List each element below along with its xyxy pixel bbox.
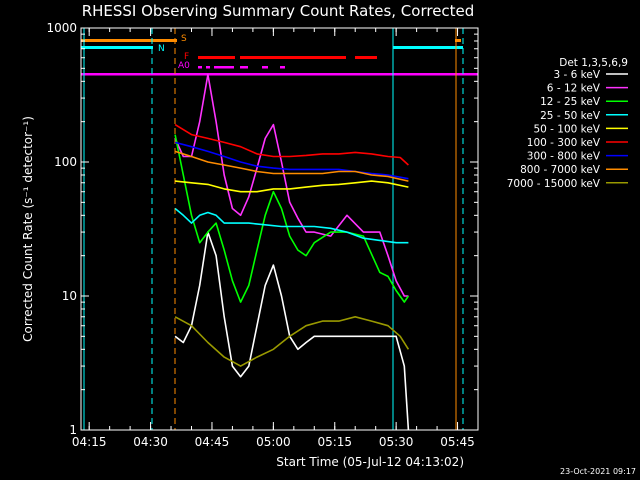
legend-label: 3 - 6 keV xyxy=(553,69,600,81)
timestamp: 23-Oct-2021 09:17 xyxy=(560,467,636,476)
series-line-7 xyxy=(174,150,409,182)
x-tick-label: 05:45 xyxy=(440,435,475,449)
flag-label-saa: S xyxy=(181,34,187,44)
attenuator-flag-bar xyxy=(214,66,234,69)
legend-label: 300 - 800 keV xyxy=(527,151,601,163)
flag-label-night: N xyxy=(158,44,165,54)
series-layer xyxy=(174,73,410,431)
y-axis-ticks: 1 10 100 1000 xyxy=(46,21,478,437)
series-line-4 xyxy=(175,180,409,193)
chart-title: RHESSI Observing Summary Count Rates, Co… xyxy=(82,2,475,20)
attenuator-baseline-bar xyxy=(81,73,478,76)
legend-label: 25 - 50 keV xyxy=(540,110,601,122)
x-tick-label: 05:30 xyxy=(379,435,414,449)
legend-label: 50 - 100 keV xyxy=(533,123,600,135)
y-tick-label: 100 xyxy=(54,155,77,169)
x-tick-label: 05:15 xyxy=(317,435,352,449)
flare-flag-bar xyxy=(240,56,346,59)
flag-label-attenuator: A0 xyxy=(178,61,190,71)
y-tick-label: 10 xyxy=(62,289,77,303)
y-tick-label: 1 xyxy=(69,423,77,437)
series-line-3 xyxy=(174,207,409,244)
series-line-2 xyxy=(174,134,410,303)
legend-label: 6 - 12 keV xyxy=(547,83,601,95)
series-line-1 xyxy=(174,73,409,297)
series-line-5 xyxy=(174,123,409,166)
x-tick-label: 04:45 xyxy=(195,435,230,449)
legend-label: 100 - 300 keV xyxy=(527,137,601,149)
flare-flag-bar xyxy=(198,56,235,59)
legend-header: Det 1,3,5,6,9 xyxy=(559,57,628,69)
instrument-flag-bars: S N FA0 xyxy=(81,28,478,430)
attenuator-flag-bar xyxy=(206,66,210,69)
series-line-8 xyxy=(174,315,410,367)
attenuator-flag-bar xyxy=(240,66,248,69)
flare-flag-bar xyxy=(355,56,377,59)
attenuator-flag-bar xyxy=(280,66,285,69)
y-axis-label: Corrected Count Rate (s⁻¹ detector⁻¹) xyxy=(21,116,35,342)
attenuator-flag-bar xyxy=(262,66,268,69)
legend-label: 7000 - 15000 keV xyxy=(507,178,601,190)
saa-flag-bar xyxy=(81,39,177,42)
plot-frame xyxy=(80,27,479,431)
legend-label: 12 - 25 keV xyxy=(540,96,601,108)
x-tick-label: 04:15 xyxy=(72,435,107,449)
x-tick-label: 05:00 xyxy=(256,435,291,449)
night-flag-bar xyxy=(81,46,153,49)
flag-label-flare: F xyxy=(184,52,189,62)
x-axis-label: Start Time (05-Jul-12 04:13:02) xyxy=(276,455,464,469)
night-flag-bar xyxy=(393,46,463,49)
x-axis-ticks: 04:15 04:30 04:45 05:00 05:15 05:30 05:45 xyxy=(72,28,479,449)
legend-label: 800 - 7000 keV xyxy=(520,164,601,176)
series-line-6 xyxy=(174,141,409,180)
attenuator-flag-bar xyxy=(198,66,202,69)
saa-flag-bar xyxy=(455,39,461,42)
y-tick-label: 1000 xyxy=(46,21,77,35)
x-tick-label: 04:30 xyxy=(133,435,168,449)
